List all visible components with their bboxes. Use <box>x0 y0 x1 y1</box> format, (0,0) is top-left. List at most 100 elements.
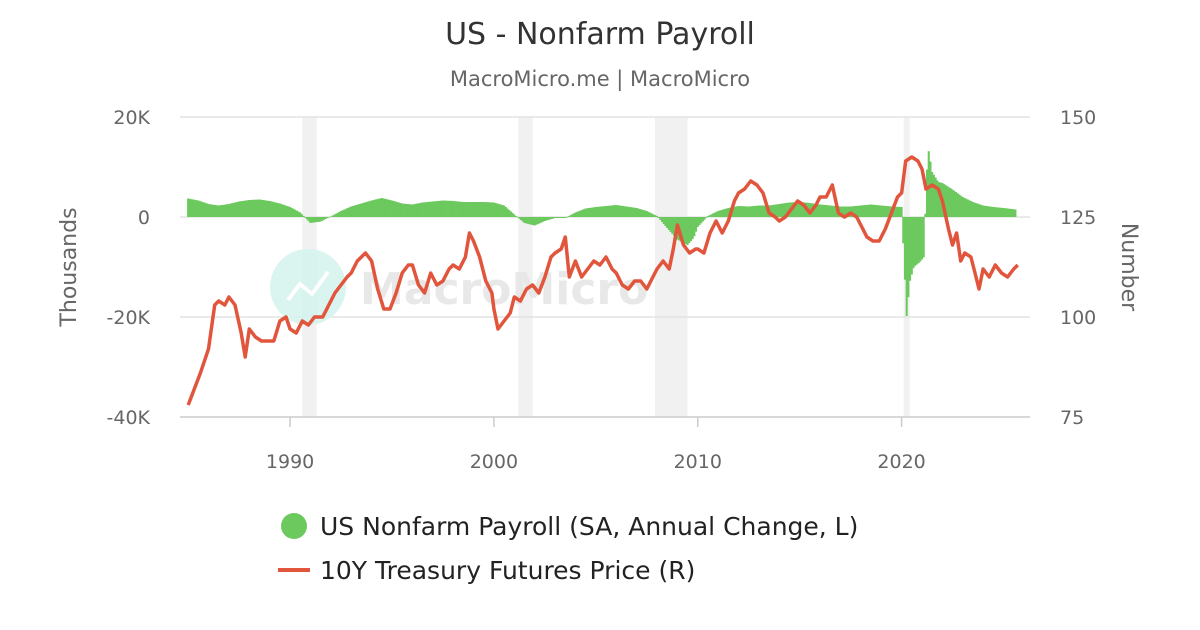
payroll-bar <box>282 204 285 217</box>
payroll-bar <box>630 207 633 217</box>
payroll-bar <box>871 204 874 217</box>
payroll-bar <box>210 204 213 217</box>
payroll-bar <box>531 217 535 226</box>
payroll-bar <box>966 199 969 217</box>
payroll-bar <box>795 202 798 217</box>
payroll-bar <box>392 201 395 217</box>
payroll-bar <box>587 208 591 217</box>
payroll-bar <box>329 216 332 217</box>
left-tick-label: -40K <box>107 407 151 429</box>
right-tick-label: 100 <box>1060 307 1096 329</box>
payroll-bar <box>696 217 699 227</box>
x-tick-label: 2020 <box>877 451 925 473</box>
payroll-bar <box>552 217 555 219</box>
payroll-bar <box>569 215 572 217</box>
payroll-bar <box>841 206 844 217</box>
payroll-bar <box>613 205 616 217</box>
payroll-bar <box>554 217 557 218</box>
payroll-bar <box>644 210 647 217</box>
payroll-bar <box>204 202 207 217</box>
payroll-bar <box>472 202 475 217</box>
payroll-bar <box>508 210 511 217</box>
payroll-bar <box>559 217 562 218</box>
payroll-bar <box>776 204 779 217</box>
payroll-bar <box>336 212 339 217</box>
payroll-bar <box>936 180 939 217</box>
payroll-bar <box>244 200 247 217</box>
payroll-bar <box>754 205 757 217</box>
payroll-bar <box>200 201 203 217</box>
payroll-bar <box>628 207 631 217</box>
payroll-bar <box>380 198 383 217</box>
payroll-bar <box>852 206 856 217</box>
payroll-bar <box>321 217 324 221</box>
payroll-bar <box>1009 208 1012 217</box>
payroll-bar <box>917 217 920 264</box>
payroll-bar <box>596 206 599 217</box>
payroll-bar <box>285 205 288 217</box>
payroll-bar <box>362 203 365 217</box>
payroll-bar <box>443 200 446 217</box>
payroll-bar <box>861 205 864 217</box>
payroll-bar <box>497 204 501 217</box>
payroll-bar <box>759 205 762 217</box>
payroll-bar <box>297 211 300 217</box>
payroll-bar <box>893 206 896 217</box>
payroll-bar <box>212 204 215 217</box>
payroll-bar <box>749 206 752 217</box>
payroll-bar <box>615 205 618 217</box>
payroll-bar <box>289 207 292 217</box>
payroll-bar <box>710 214 713 217</box>
legend-item-payroll[interactable]: US Nonfarm Payroll (SA, Annual Change, L… <box>281 512 858 541</box>
payroll-bar <box>322 217 326 220</box>
payroll-bar <box>550 217 553 219</box>
recession-band-1 <box>518 117 533 417</box>
payroll-bar <box>778 204 781 217</box>
payroll-bar <box>711 213 715 217</box>
payroll-bar <box>885 206 888 217</box>
payroll-bar <box>458 201 461 217</box>
payroll-bar <box>783 203 786 217</box>
payroll-bar <box>416 203 419 217</box>
payroll-bar <box>620 205 623 217</box>
payroll-bar <box>803 202 806 217</box>
payroll-bar <box>720 210 723 217</box>
payroll-bar <box>348 207 351 217</box>
payroll-bar <box>764 205 767 217</box>
payroll-bar <box>844 206 847 217</box>
payroll-bar <box>312 217 315 223</box>
payroll-bar <box>1005 208 1008 217</box>
payroll-bar <box>929 161 932 217</box>
payroll-bar <box>688 217 691 244</box>
payroll-bar <box>295 210 298 217</box>
payroll-bar <box>800 202 803 217</box>
payroll-bar <box>239 201 242 217</box>
payroll-bar <box>283 205 287 217</box>
payroll-bar <box>586 208 589 217</box>
payroll-bar <box>195 200 198 217</box>
payroll-bar <box>756 205 759 217</box>
payroll-bar <box>424 202 428 217</box>
payroll-bar <box>390 200 394 217</box>
payroll-bar <box>373 199 377 217</box>
payroll-bar <box>747 206 750 217</box>
payroll-bar <box>272 201 275 217</box>
payroll-bar <box>956 193 959 217</box>
payroll-bar <box>932 174 935 217</box>
payroll-bar <box>236 201 239 217</box>
payroll-bar <box>265 200 268 217</box>
payroll-bar <box>224 204 227 217</box>
payroll-bar <box>260 199 263 217</box>
payroll-bar <box>413 204 416 217</box>
payroll-bar <box>1014 209 1017 217</box>
payroll-bar <box>846 206 849 217</box>
payroll-bar <box>866 204 869 217</box>
legend-item-treasury[interactable]: 10Y Treasury Futures Price (R) <box>278 556 695 585</box>
payroll-bar <box>599 206 602 217</box>
payroll-bar <box>475 202 478 217</box>
payroll-bar <box>419 202 422 217</box>
payroll-bar <box>655 216 659 217</box>
payroll-bar <box>931 172 934 217</box>
payroll-bar <box>640 209 643 217</box>
payroll-bar <box>273 202 276 217</box>
